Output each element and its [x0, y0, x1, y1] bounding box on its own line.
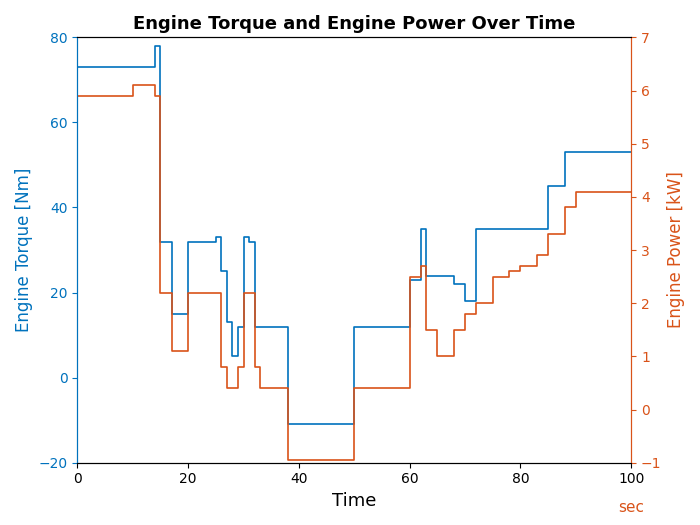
Title: Engine Torque and Engine Power Over Time: Engine Torque and Engine Power Over Time	[133, 15, 575, 33]
Text: sec: sec	[618, 499, 644, 514]
Y-axis label: Engine Power [kW]: Engine Power [kW]	[667, 172, 685, 329]
Y-axis label: Engine Torque [Nm]: Engine Torque [Nm]	[15, 168, 33, 332]
X-axis label: Time: Time	[332, 492, 377, 510]
